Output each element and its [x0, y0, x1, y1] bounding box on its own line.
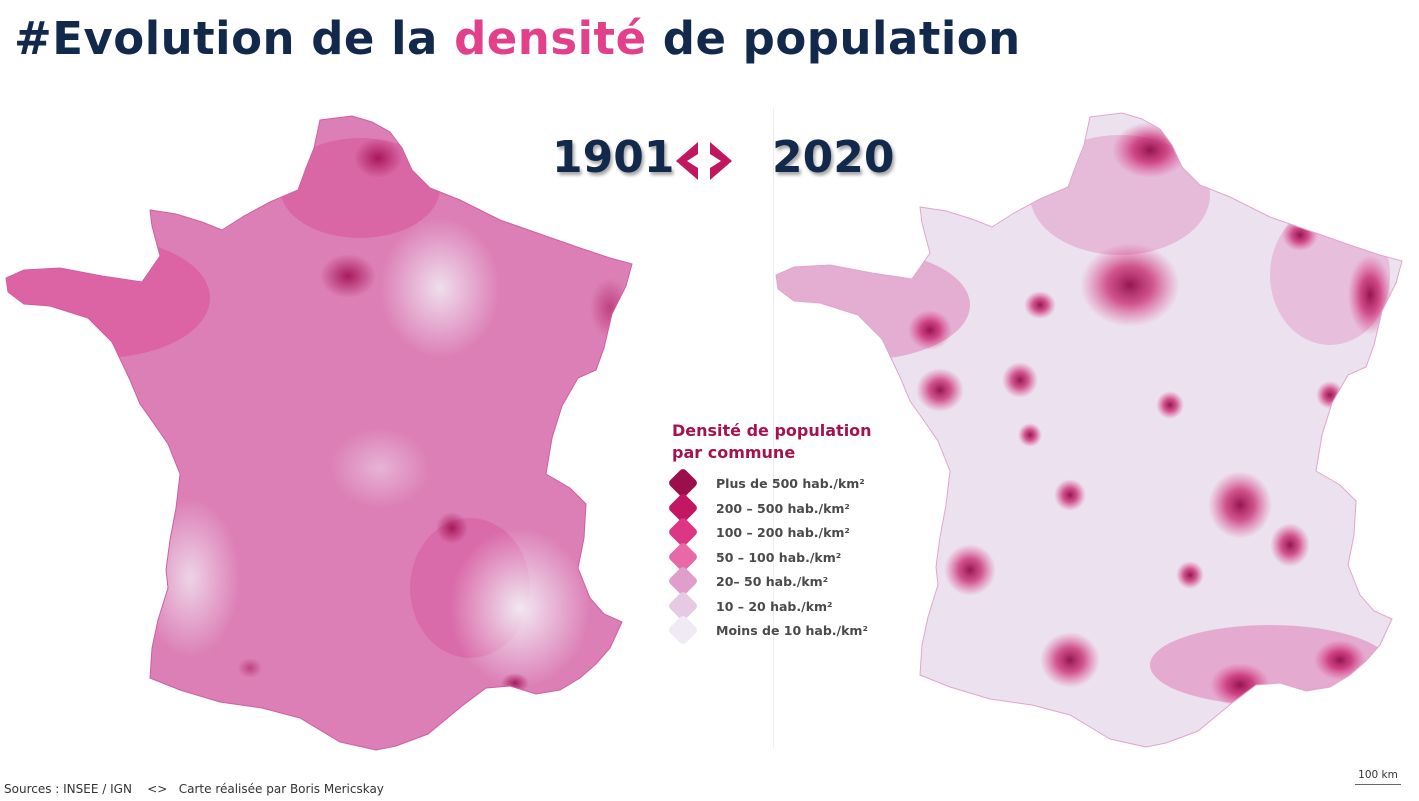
legend-item: Moins de 10 hab./km²: [667, 614, 888, 648]
legend-label: Plus de 500 hab./km²: [716, 476, 865, 491]
footer-sources-text: Sources : INSEE / IGN: [4, 782, 132, 796]
legend-items: Plus de 500 hab./km² 200 – 500 hab./km² 10…: [667, 467, 888, 648]
legend-label: 10 – 20 hab./km²: [716, 598, 833, 614]
footer-credit: Carte réalisée par Boris Mericskay: [178, 782, 384, 796]
legend: Densité de population par commune Plus d…: [667, 420, 888, 648]
legend-item: 10 – 20 hab./km²: [667, 589, 888, 624]
legend-item: Plus de 500 hab./km²: [667, 467, 888, 501]
compare-arrows-icon: [676, 142, 732, 180]
legend-label: 200 – 500 hab./km²: [716, 500, 850, 516]
legend-title-line2: par commune: [672, 443, 796, 462]
legend-title: Densité de population par commune: [672, 420, 888, 464]
legend-label: Moins de 10 hab./km²: [716, 623, 868, 638]
page-title: #Evolution de la densité de population: [14, 12, 1021, 65]
legend-label: 20– 50 hab./km²: [716, 574, 829, 589]
title-highlight: densité: [454, 12, 647, 65]
legend-item: 100 – 200 hab./km²: [667, 516, 888, 550]
footer-sources: Sources : INSEE / IGN <> Carte réalisée …: [4, 782, 384, 796]
year-1901-label: 1901: [552, 132, 675, 183]
title-suffix: de population: [646, 12, 1021, 65]
scale-label: 100 km: [1358, 769, 1398, 781]
legend-label: 50 – 100 hab./km²: [716, 549, 842, 565]
scale-line: [1355, 784, 1401, 785]
map-2020: [775, 112, 1403, 748]
legend-title-line1: Densité de population: [672, 421, 872, 440]
scale-bar: 100 km: [1355, 769, 1401, 785]
map-1901: [5, 115, 633, 751]
footer-separator: <>: [147, 782, 168, 796]
legend-item: 20– 50 hab./km²: [667, 565, 888, 599]
year-2020-label: 2020: [772, 132, 895, 183]
legend-label: 100 – 200 hab./km²: [716, 525, 850, 540]
center-divider: [773, 108, 774, 748]
legend-item: 200 – 500 hab./km²: [667, 491, 888, 526]
title-prefix: #Evolution de la: [14, 12, 455, 65]
legend-item: 50 – 100 hab./km²: [667, 540, 888, 575]
